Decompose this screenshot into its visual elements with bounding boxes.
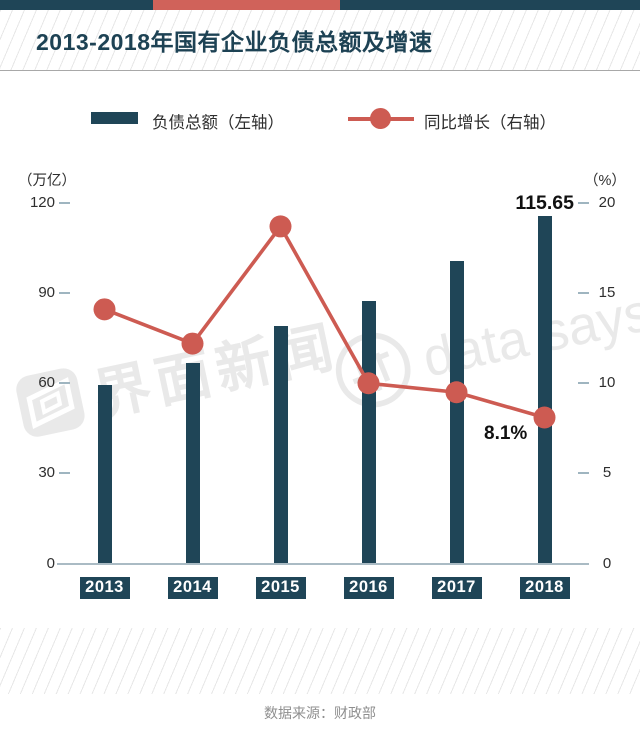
- header-accent-bar: [0, 0, 640, 10]
- x-axis-label-2013: 2013: [79, 577, 130, 599]
- left-axis-tick-label-30: 30: [38, 464, 55, 482]
- title-band: 2013-2018年国有企业负债总额及增速: [0, 10, 640, 71]
- x-axis-label-2016: 2016: [343, 577, 394, 599]
- right-axis-tick-label-5: 5: [602, 464, 612, 482]
- debt-bar-2015: [273, 325, 288, 564]
- debt-bar-2013: [97, 385, 112, 564]
- right-axis-tick-label-20: 20: [598, 194, 616, 211]
- legend-bar-label: 负债总额（左轴）: [152, 114, 284, 132]
- footer-band: 界面新闻 data says: [0, 628, 640, 694]
- accent-segment-navy-right: [340, 0, 640, 10]
- left-axis-tick-label-0: 0: [46, 554, 55, 572]
- debt-bar-2018: [537, 216, 552, 564]
- right-axis-tick-label-15: 15: [598, 284, 616, 302]
- chart-title: 2013-2018年国有企业负债总额及增速: [36, 29, 433, 55]
- right-axis-tick-mark-5: [578, 472, 589, 475]
- watermark-brand-text: 界面新闻: [88, 314, 345, 428]
- right-axis-tick-mark-20: [578, 202, 589, 204]
- accent-segment-navy-left: [0, 0, 153, 10]
- x-axis-label-2018: 2018: [519, 577, 570, 599]
- x-axis-label-2015: 2015: [255, 577, 306, 599]
- left-axis-tick-mark-60: [59, 382, 70, 385]
- right-axis-tick-mark-15: [578, 292, 589, 295]
- right-axis-tick-mark-10: [578, 382, 589, 385]
- left-axis-tick-label-90: 90: [38, 284, 55, 302]
- x-axis-line: [57, 562, 589, 565]
- data-label-2018-debt: 115.65: [515, 192, 574, 214]
- debt-bar-2017: [449, 260, 464, 564]
- jiemian-logo-watermark-icon: [13, 365, 88, 439]
- debt-bar-2016: [361, 300, 376, 564]
- legend-bar-swatch: [91, 112, 138, 124]
- left-axis-tick-label-120: 120: [29, 194, 55, 211]
- growth-point-2015: [269, 215, 292, 238]
- right-axis-tick-label-0: 0: [602, 554, 612, 572]
- left-axis-unit-label: （万亿）: [18, 173, 76, 189]
- right-axis-tick-label-10: 10: [598, 374, 616, 392]
- growth-point-2013: [93, 298, 116, 321]
- accent-segment-red: [153, 0, 340, 10]
- legend-line-label: 同比增长（右轴）: [424, 114, 556, 132]
- data-source-note: 数据来源：财政部: [264, 705, 376, 721]
- left-axis-tick-mark-90: [59, 292, 70, 295]
- left-axis-tick-mark-120: [59, 202, 70, 204]
- x-axis-label-2014: 2014: [167, 577, 218, 599]
- watermark-jiemian: 界面新闻: [12, 302, 346, 449]
- left-axis-tick-mark-30: [59, 472, 70, 475]
- left-axis-tick-label-60: 60: [38, 374, 55, 392]
- x-axis-label-2017: 2017: [431, 577, 482, 599]
- debt-bar-2014: [185, 362, 200, 564]
- legend-line-marker: [370, 108, 391, 129]
- data-label-2018-growth: 8.1%: [484, 423, 528, 444]
- right-axis-unit-label: （%）: [584, 173, 626, 189]
